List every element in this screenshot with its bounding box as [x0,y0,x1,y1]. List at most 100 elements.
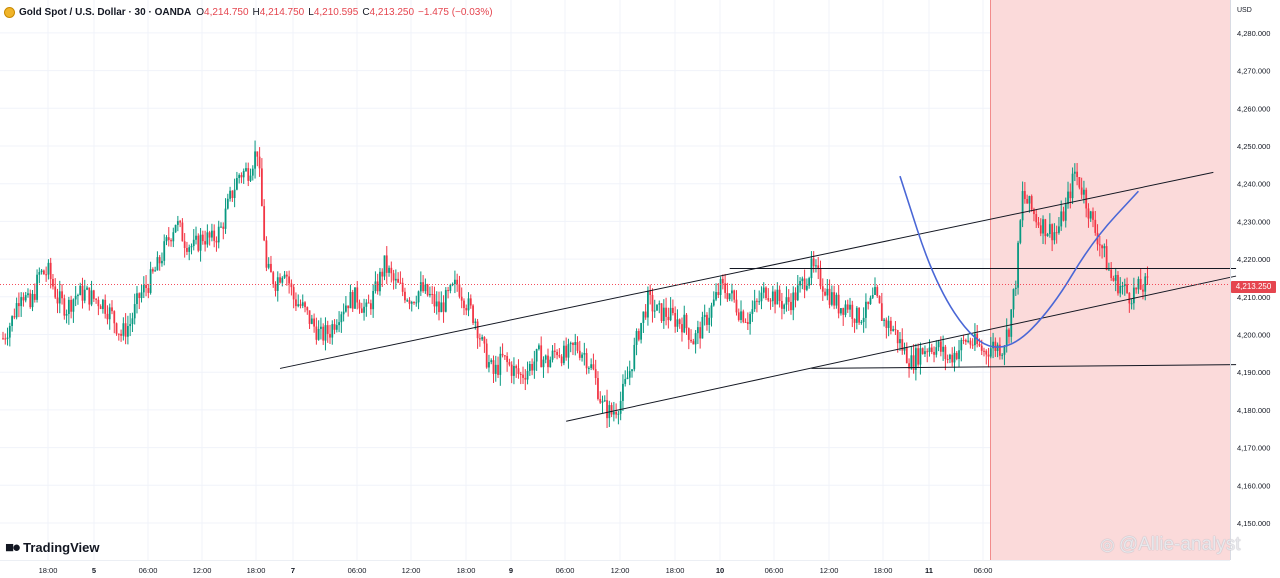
candle-body [292,287,295,300]
candle-body [842,308,845,315]
candle-body [140,292,143,299]
candle-body [392,273,395,281]
candle-body [951,354,954,363]
candle-body [485,343,488,368]
candle-body [696,327,699,334]
upper-channel-line [279,171,1214,369]
candle-body [38,272,41,275]
candle-body [867,301,870,305]
candle-body [17,303,20,307]
candle-body [1023,191,1026,200]
candle-body [610,405,613,415]
candle-body [1037,222,1040,226]
candle-body [565,345,568,358]
candle-body [865,301,867,318]
candle-body [388,267,390,273]
candle-body [333,324,336,330]
candle-body [662,307,665,322]
candle-body [13,316,16,318]
candle-body [953,352,956,363]
candle-body [1069,191,1072,199]
candle-body [583,353,586,355]
price-tick-label: 4,270.000 [1237,67,1270,76]
candle-body [1039,225,1042,234]
candle-body [1012,289,1015,310]
price-change: −1.475 (−0.03%) [418,6,493,18]
time-tick-label: 06:00 [139,566,158,575]
candle-body [762,287,765,293]
candle-body [744,321,747,323]
candle-body [846,304,849,310]
candle-body [463,300,465,309]
candle-body [962,339,965,341]
candle-body [304,302,306,308]
tradingview-logo[interactable]: ■● TradingView [5,539,99,556]
candle-body [896,330,899,344]
candle-body [601,401,604,403]
candle-body [172,232,175,242]
candle-body [594,369,597,379]
candle-body [538,345,540,350]
candle-body [899,339,901,344]
candle-body [631,369,633,372]
candle-body [22,297,25,301]
time-tick-label: 11 [925,566,933,575]
candle-body [701,316,704,339]
candle-body [946,358,949,360]
candle-body [33,293,36,300]
candle-body [233,189,236,198]
candle-body [721,278,724,284]
candle-body [467,298,470,311]
candle-body [65,314,68,316]
candle-body [399,282,402,284]
candle-body [247,168,250,181]
candle-body [1053,232,1056,241]
candle-body [949,354,951,360]
candle-body [1142,289,1144,292]
candle-body [903,347,906,351]
candle-body [517,368,520,374]
candle-body [687,328,690,340]
candle-body [660,303,663,322]
candle-body [1028,196,1031,204]
candle-body [1137,278,1140,290]
drawing-trendlines [0,171,1237,422]
candle-body [880,303,883,321]
candle-body [828,288,831,305]
candle-body [862,317,865,322]
candle-body [794,292,797,301]
price-axis-labels: 4,150.000 4,160.000 4,170.000 4,180.000 4,19… [1237,29,1270,528]
candle-body [889,320,892,331]
candle-body [676,319,679,327]
candle-body [849,304,851,310]
candle-body [1030,196,1033,210]
candle-body [1048,224,1051,235]
price-tick-label: 4,170.000 [1237,444,1270,453]
candle-body [158,257,161,264]
price-axis-border [0,0,1231,561]
currency-label[interactable]: USD [1237,7,1252,14]
low-value: L4,210.595 [308,7,358,18]
candle-body [876,287,879,296]
candle-body [917,348,920,365]
candle-body [363,306,365,313]
candle-body [126,326,129,337]
candle-body [142,285,145,293]
candle-body [208,232,211,238]
candle-body [574,342,577,346]
candle-body [955,352,958,359]
candle-body [578,350,581,358]
candle-body [92,290,95,299]
candle-body [310,318,313,324]
candle-body [417,291,420,303]
symbol-title[interactable]: Gold Spot / U.S. Dollar · 30 · OANDA [19,6,192,18]
candle-body [837,294,840,314]
candle-body [812,258,815,267]
candle-body [258,156,261,169]
candle-body [799,281,801,286]
candle-body [1144,276,1147,292]
candle-body [617,413,620,415]
time-axis-labels: 18:00 5 06:00 12:00 18:00 7 06:00 12:00 18:00 9 06… [39,566,993,575]
candle-body [465,308,468,311]
